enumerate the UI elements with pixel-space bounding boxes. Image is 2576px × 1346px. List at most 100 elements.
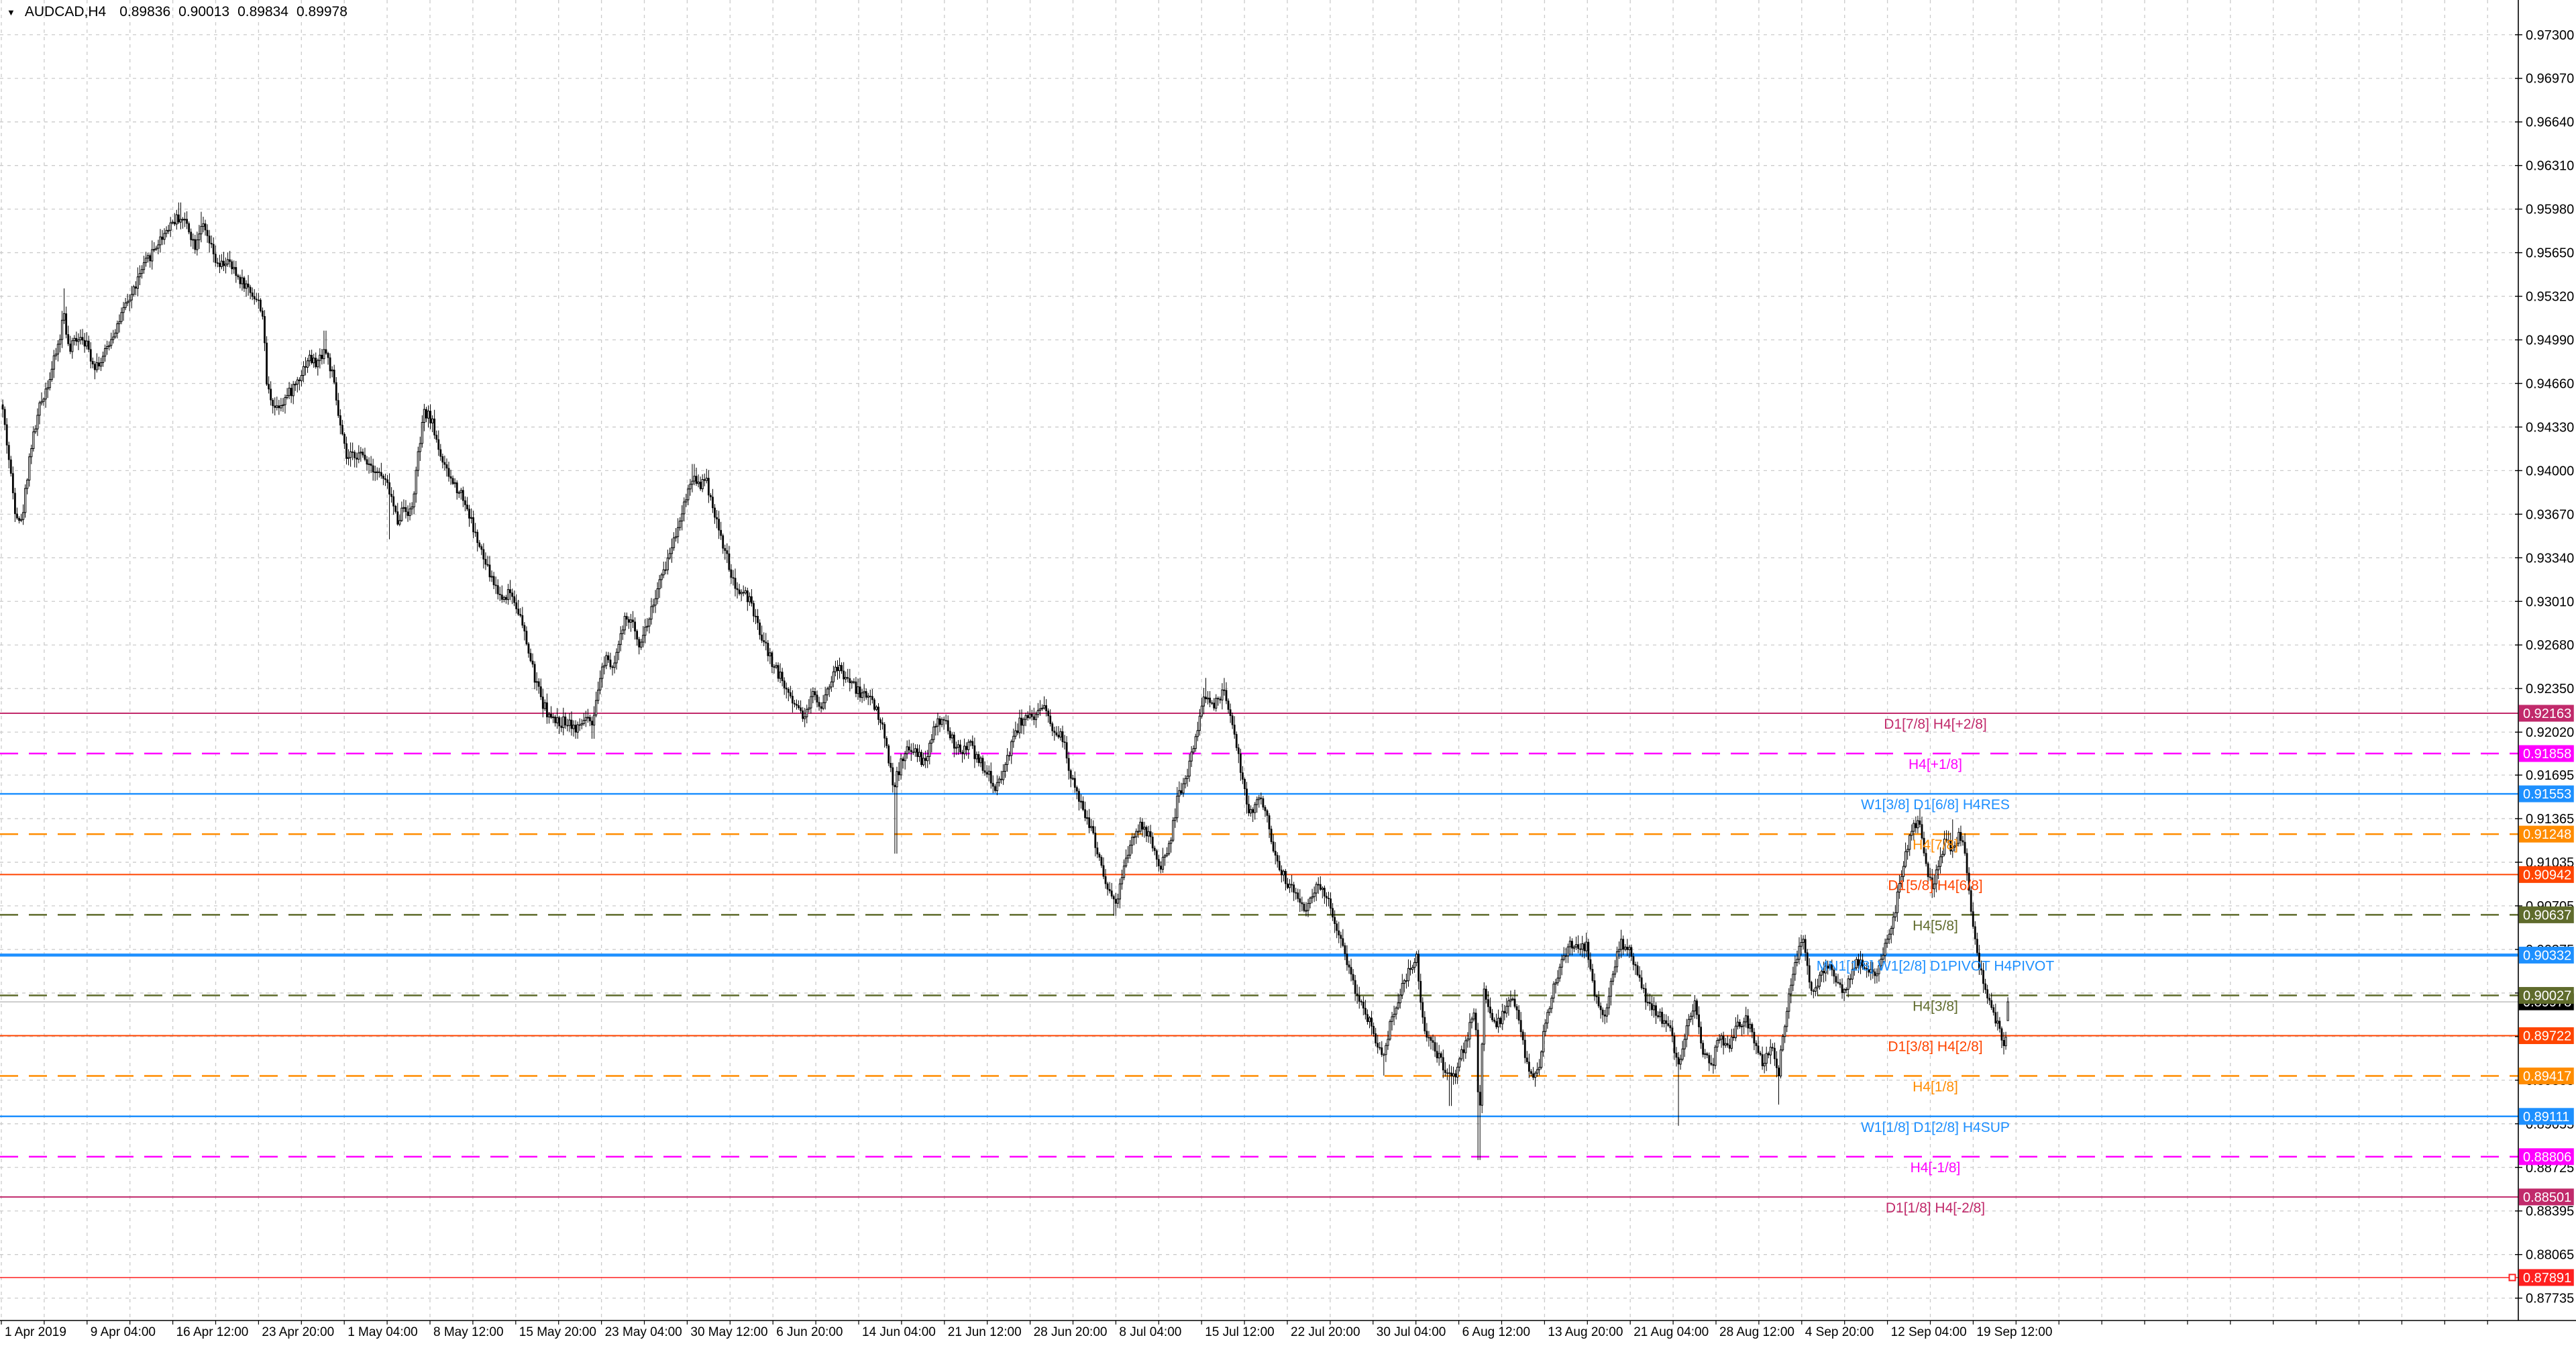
- time-tick-label: 28 Aug 12:00: [1719, 1325, 1794, 1339]
- price-tick-label: 0.96640: [2526, 115, 2574, 130]
- level-price-box-value: 0.89722: [2523, 1029, 2571, 1044]
- price-tick-label: 0.91695: [2526, 768, 2574, 783]
- level-price-box: [2518, 1068, 2574, 1085]
- down-candle-bodies: [1, 214, 2005, 1106]
- price-tick-label: 0.95650: [2526, 246, 2574, 261]
- level-lines: [0, 713, 2518, 1278]
- time-tick-label: 1 May 04:00: [347, 1325, 418, 1339]
- open-value: 0.89836: [119, 4, 171, 19]
- level-price-box: [2518, 705, 2574, 722]
- time-tick-label: 28 Jun 20:00: [1034, 1325, 1108, 1339]
- level-price-box: [2518, 906, 2574, 923]
- line-drag-handle[interactable]: [2508, 1274, 2516, 1282]
- price-tick-label: 0.97300: [2526, 28, 2574, 43]
- price-tick-label: 0.95320: [2526, 290, 2574, 305]
- time-tick-label: 4 Sep 20:00: [1805, 1325, 1874, 1339]
- level-price-box: [2518, 1027, 2574, 1045]
- price-tick-label: 0.95980: [2526, 203, 2574, 217]
- level-price-box-value: 0.92163: [2523, 707, 2571, 721]
- price-tick-label: 0.94660: [2526, 376, 2574, 391]
- level-price-box-value: 0.91858: [2523, 747, 2571, 762]
- time-tick-label: 16 Apr 12:00: [176, 1325, 249, 1339]
- time-tick-label: 13 Aug 20:00: [1548, 1325, 1623, 1339]
- price-tick-label: 0.94330: [2526, 420, 2574, 435]
- time-tick-label: 21 Aug 04:00: [1633, 1325, 1709, 1339]
- price-tick-label: 0.94000: [2526, 464, 2574, 478]
- low-value: 0.89834: [237, 4, 288, 19]
- price-tick-label: 0.87735: [2526, 1292, 2574, 1306]
- price-tick-label: 0.88395: [2526, 1204, 2574, 1219]
- time-tick-label: 12 Sep 04:00: [1891, 1325, 1967, 1339]
- price-tick-label: 0.96970: [2526, 72, 2574, 87]
- level-price-box-value: 0.90332: [2523, 948, 2571, 963]
- level-label: H4[1/8]: [1913, 1080, 1958, 1095]
- level-price-box-value: 0.91553: [2523, 787, 2571, 802]
- level-label: D1[1/8] H4[-2/8]: [1886, 1200, 1985, 1216]
- symbol-period-label: AUDCAD,H4: [24, 4, 107, 19]
- level-price-box-value: 0.88501: [2523, 1190, 2571, 1205]
- level-label: H4[+1/8]: [1909, 757, 1962, 772]
- time-tick-label: 21 Jun 12:00: [948, 1325, 1022, 1339]
- level-label: H4[7/8]: [1913, 837, 1958, 853]
- level-price-box: [2518, 745, 2574, 762]
- level-price-box: [2518, 785, 2574, 803]
- high-value: 0.90013: [178, 4, 230, 19]
- time-tick-label: 15 Jul 12:00: [1205, 1325, 1275, 1339]
- level-price-box-value: 0.89417: [2523, 1070, 2571, 1084]
- price-tick-label: 0.93010: [2526, 594, 2574, 609]
- level-price-box: [2518, 1108, 2574, 1125]
- level-price-box-value: 0.90637: [2523, 908, 2571, 923]
- time-tick-label: 6 Aug 12:00: [1462, 1325, 1530, 1339]
- level-label: D1[7/8] H4[+2/8]: [1884, 717, 1987, 732]
- level-price-box: [2518, 1148, 2574, 1166]
- level-price-box: [2518, 1269, 2574, 1286]
- level-label: D1[5/8] H4[6/8]: [1888, 878, 1982, 893]
- price-tick-label: 0.96310: [2526, 159, 2574, 174]
- time-tick-label: 9 Apr 04:00: [91, 1325, 156, 1339]
- time-tick-label: 30 May 12:00: [690, 1325, 767, 1339]
- time-tick-label: 1 Apr 2019: [5, 1325, 66, 1339]
- time-tick-label: 6 Jun 20:00: [776, 1325, 843, 1339]
- time-tick-label: 15 May 20:00: [519, 1325, 596, 1339]
- dropdown-triangle-icon[interactable]: ▼: [7, 7, 15, 17]
- price-tick-label: 0.88065: [2526, 1248, 2574, 1263]
- price-tick-label: 0.93670: [2526, 507, 2574, 522]
- level-label: W1[3/8] D1[6/8] H4RES: [1861, 797, 2010, 813]
- candlesticks: [1, 202, 2009, 1160]
- level-label: W1[1/8] D1[2/8] H4SUP: [1861, 1120, 2010, 1135]
- level-price-box-value: 0.90942: [2523, 868, 2571, 882]
- price-axis[interactable]: 0.97300 0.96970 0.96640 0.96310 0.95980 0.956…: [2515, 28, 2574, 1306]
- time-axis[interactable]: 1 Apr 2019 9 Apr 04:00 16 Apr 12:00 23 Apr …: [1, 1321, 2488, 1339]
- time-tick-label: 14 Jun 04:00: [862, 1325, 936, 1339]
- time-tick-label: 22 Jul 20:00: [1291, 1325, 1360, 1339]
- level-label: H4[5/8]: [1913, 918, 1958, 933]
- price-tick-label: 0.93340: [2526, 551, 2574, 566]
- time-tick-label: 8 Jul 04:00: [1119, 1325, 1181, 1339]
- time-tick-label: 8 May 12:00: [433, 1325, 504, 1339]
- level-price-box: [2518, 866, 2574, 883]
- level-labels: D1[7/8] H4[+2/8] H4[+1/8] W1[3/8] D1[6/8] …: [1817, 717, 2055, 1216]
- time-tick-label: 23 May 04:00: [605, 1325, 682, 1339]
- level-price-box-value: 0.88806: [2523, 1150, 2571, 1165]
- time-tick-label: 19 Sep 12:00: [1976, 1325, 2052, 1339]
- level-price-box-value: 0.91248: [2523, 827, 2571, 842]
- close-value: 0.89978: [297, 4, 347, 19]
- level-label: H4[-1/8]: [1911, 1160, 1961, 1176]
- price-tick-label: 0.92350: [2526, 682, 2574, 696]
- level-price-box-value: 0.90027: [2523, 988, 2571, 1003]
- grid-lines: [0, 0, 2518, 1321]
- time-tick-label: 23 Apr 20:00: [262, 1325, 334, 1339]
- price-tick-label: 0.91365: [2526, 812, 2574, 827]
- chart-title-bar: ▼ AUDCAD,H4 0.89836 0.90013 0.89834 0.89…: [7, 4, 356, 20]
- price-tick-label: 0.94990: [2526, 333, 2574, 348]
- level-price-box: [2518, 825, 2574, 843]
- price-tick-label: 0.92020: [2526, 725, 2574, 740]
- up-candle-bodies: [19, 214, 2009, 1106]
- level-label: H4[3/8]: [1913, 998, 1958, 1014]
- level-label: D1[3/8] H4[2/8]: [1888, 1039, 1982, 1055]
- level-price-box: [2518, 986, 2574, 1004]
- level-price-box-value: 0.89111: [2523, 1110, 2569, 1125]
